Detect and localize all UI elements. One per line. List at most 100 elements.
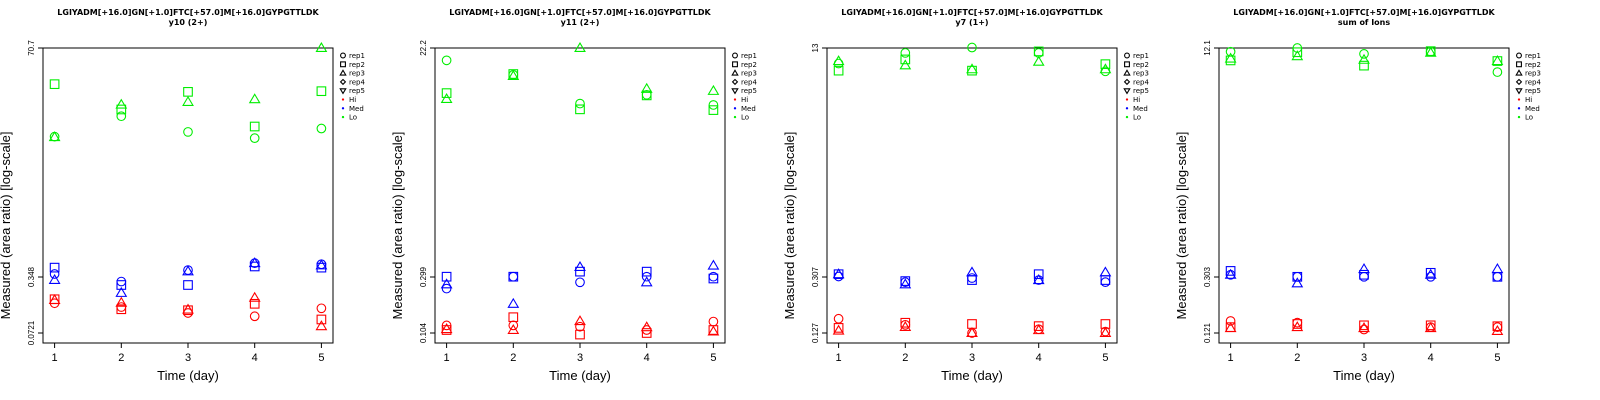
data-point	[900, 317, 911, 328]
x-tick-label: 5	[318, 352, 324, 364]
legend-label: rep5	[1525, 87, 1541, 95]
legend-label: Med	[349, 105, 364, 113]
data-point	[707, 84, 720, 95]
y-tick-label: 70.7	[27, 40, 36, 56]
x-tick-label: 5	[1102, 352, 1108, 364]
data-point	[115, 98, 128, 109]
data-point	[316, 123, 327, 134]
data-point	[1032, 324, 1045, 335]
data-point	[641, 271, 652, 282]
data-point	[440, 92, 453, 104]
data-point	[833, 65, 844, 76]
data-point	[507, 69, 520, 81]
legend-marker	[340, 52, 346, 59]
chart-title: LGIYADM[+16.0]GN[+1.0]FTC[+57.0]M[+16.0]…	[57, 8, 319, 17]
data-point	[575, 98, 585, 109]
data-point	[1224, 52, 1237, 63]
data-point	[49, 262, 60, 273]
data-point	[900, 54, 911, 65]
data-point	[183, 280, 193, 290]
chart-title: LGIYADM[+16.0]GN[+1.0]FTC[+57.0]M[+16.0]…	[1233, 8, 1495, 17]
data-point	[641, 90, 652, 101]
legend-marker	[341, 115, 345, 119]
x-axis-label: Time (day)	[941, 368, 1003, 383]
x-tick-label: 4	[252, 352, 258, 364]
data-point	[1359, 60, 1369, 71]
data-point	[1491, 55, 1504, 66]
data-point	[1359, 269, 1369, 280]
data-point	[832, 324, 845, 335]
data-point	[441, 283, 452, 294]
y-tick-label: 0.0721	[27, 320, 36, 345]
data-point	[900, 276, 911, 286]
legend-marker	[731, 69, 739, 76]
data-point	[507, 323, 520, 335]
data-point	[1425, 267, 1436, 278]
legend-marker	[1124, 61, 1130, 68]
data-point	[48, 273, 61, 284]
data-point	[833, 313, 844, 324]
legend-label: rep2	[349, 61, 365, 69]
data-point	[1358, 322, 1370, 333]
y-tick-label: 0.303	[1203, 266, 1212, 287]
data-point	[1225, 55, 1236, 66]
data-point	[116, 104, 127, 115]
data-point	[441, 55, 452, 66]
legend-marker	[1123, 78, 1131, 86]
x-tick-label: 2	[510, 352, 516, 364]
data-point	[508, 312, 519, 323]
data-point	[315, 41, 328, 53]
chart-subtitle: y10 (2+)	[169, 18, 208, 27]
data-point	[249, 298, 260, 309]
data-point	[640, 276, 653, 287]
data-point	[508, 271, 519, 282]
legend-label: Lo	[1525, 114, 1533, 122]
legend-marker	[1515, 69, 1523, 76]
data-point	[248, 291, 261, 302]
legend-marker	[1517, 107, 1521, 110]
legend-marker	[341, 98, 345, 101]
data-point	[1359, 49, 1369, 59]
legend-marker	[1123, 88, 1131, 95]
data-point	[183, 127, 193, 137]
plot-frame	[826, 47, 1118, 344]
data-point	[116, 111, 127, 122]
legend-marker	[732, 52, 738, 59]
legend-marker	[731, 88, 739, 95]
data-point	[441, 325, 452, 335]
data-point	[1491, 263, 1504, 274]
legend-label: rep4	[349, 78, 365, 86]
x-tick-label: 3	[577, 352, 583, 364]
data-point	[49, 79, 60, 90]
legend-label: rep1	[1133, 52, 1149, 60]
data-point	[1100, 59, 1111, 70]
data-point	[116, 304, 127, 315]
chart-subtitle: y11 (2+)	[561, 18, 600, 27]
x-axis-label: Time (day)	[549, 368, 611, 383]
legend-label: Lo	[741, 114, 749, 122]
legend-label: Med	[1525, 105, 1540, 113]
data-point	[966, 326, 978, 338]
data-point	[899, 278, 912, 289]
data-point	[1292, 271, 1303, 282]
data-point	[116, 302, 127, 312]
chart-title: LGIYADM[+16.0]GN[+1.0]FTC[+57.0]M[+16.0]…	[449, 8, 711, 17]
legend-label: rep3	[1133, 70, 1149, 78]
data-point	[1358, 53, 1370, 64]
data-point	[115, 296, 128, 307]
data-point	[48, 131, 61, 142]
data-point	[899, 59, 912, 70]
x-tick-label: 5	[710, 352, 716, 364]
legend-label: Hi	[349, 96, 356, 104]
data-point	[967, 65, 977, 76]
data-point	[315, 259, 328, 270]
plot-frame	[434, 47, 726, 344]
legend-label: rep3	[1525, 70, 1541, 78]
data-point	[1033, 321, 1044, 331]
data-point	[1492, 271, 1503, 282]
data-point	[575, 277, 585, 288]
data-point	[316, 86, 327, 97]
legend-label: rep5	[741, 87, 757, 95]
data-point	[833, 323, 844, 333]
